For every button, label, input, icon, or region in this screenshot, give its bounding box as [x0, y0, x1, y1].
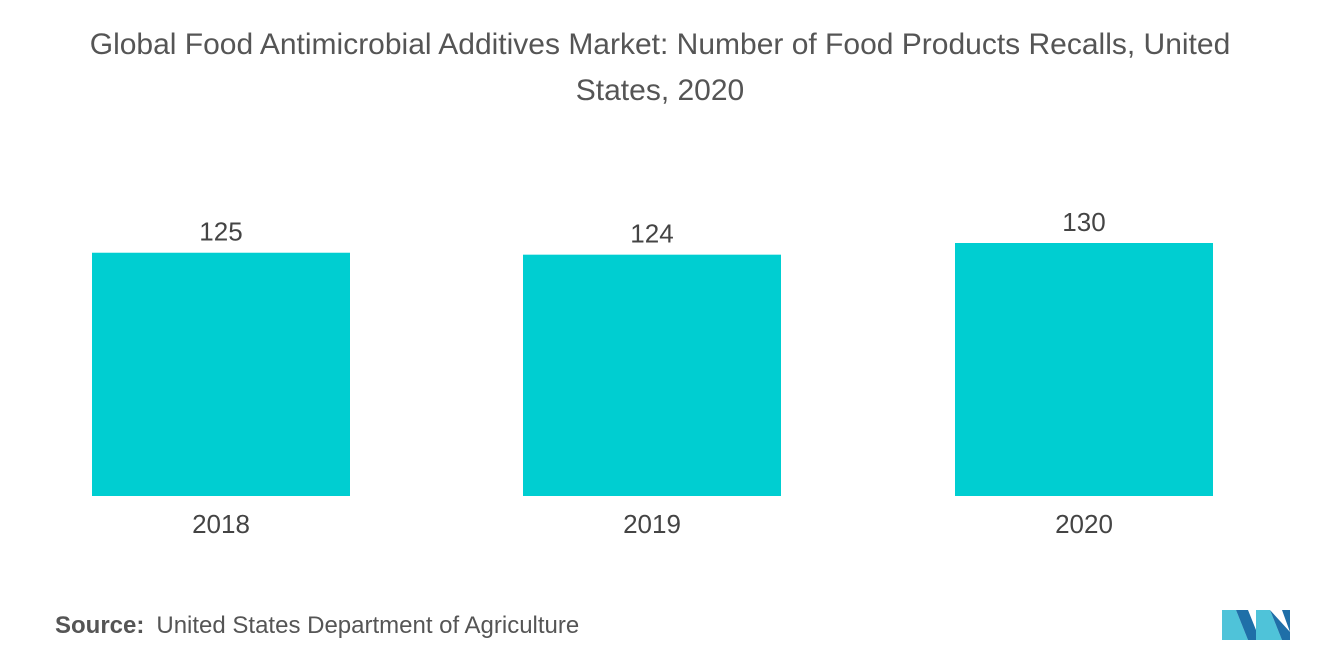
- source-label: Source:: [55, 612, 145, 639]
- source-note: Source: United States Department of Agric…: [55, 612, 579, 640]
- chart-title: Global Food Antimicrobial Additives Mark…: [89, 28, 1231, 107]
- source-text: United States Department of Agriculture: [156, 612, 580, 639]
- bar-2020: [955, 243, 1213, 496]
- category-label-2018: 2018: [192, 509, 250, 539]
- bar-chart: 125 2018 124 2019 130 2020: [92, 207, 1213, 539]
- data-label-2019: 124: [630, 219, 673, 249]
- category-label-2020: 2020: [1055, 509, 1113, 539]
- mordor-intelligence-logo-icon: [1222, 610, 1290, 640]
- data-label-2020: 130: [1062, 207, 1105, 237]
- category-label-2019: 2019: [623, 509, 681, 539]
- bar-2018: [92, 252, 350, 496]
- data-label-2018: 125: [199, 217, 242, 247]
- bar-2019: [523, 254, 781, 496]
